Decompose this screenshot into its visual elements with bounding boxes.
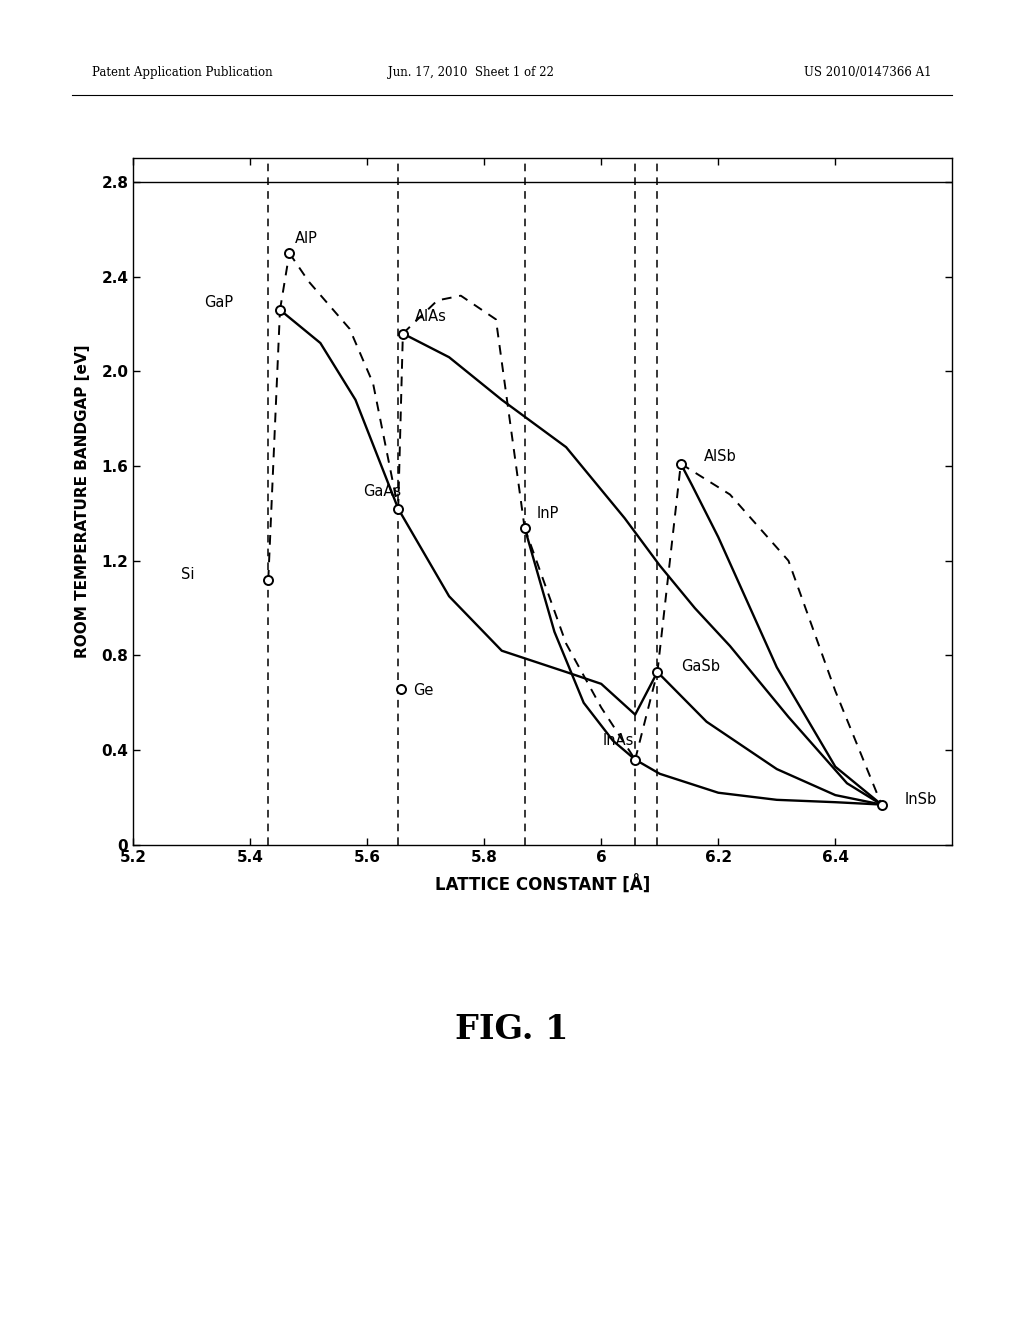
Text: Ge: Ge (413, 682, 433, 698)
Text: AlAs: AlAs (415, 309, 446, 325)
Text: InAs: InAs (603, 733, 634, 747)
X-axis label: LATTICE CONSTANT [Å]: LATTICE CONSTANT [Å] (435, 875, 650, 895)
Text: AlP: AlP (295, 231, 318, 246)
Text: GaP: GaP (204, 294, 233, 310)
Text: Jun. 17, 2010  Sheet 1 of 22: Jun. 17, 2010 Sheet 1 of 22 (388, 66, 554, 79)
Text: US 2010/0147366 A1: US 2010/0147366 A1 (804, 66, 932, 79)
Text: InSb: InSb (905, 792, 937, 807)
Text: Patent Application Publication: Patent Application Publication (92, 66, 272, 79)
Text: AlSb: AlSb (705, 449, 737, 463)
Text: GaAs: GaAs (364, 484, 401, 499)
Text: GaSb: GaSb (681, 660, 720, 675)
Text: Si: Si (180, 568, 194, 582)
Y-axis label: ROOM TEMPERATURE BANDGAP [eV]: ROOM TEMPERATURE BANDGAP [eV] (75, 345, 90, 659)
Text: InP: InP (537, 506, 559, 520)
Text: FIG. 1: FIG. 1 (456, 1014, 568, 1045)
